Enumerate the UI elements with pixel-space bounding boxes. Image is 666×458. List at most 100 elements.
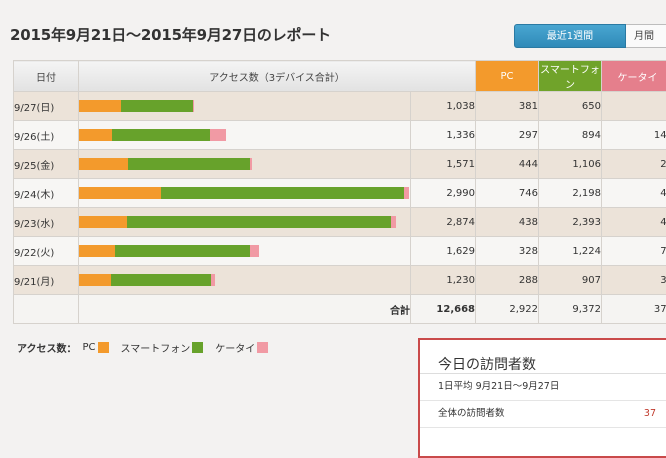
total-keitai: 374 [602, 295, 666, 324]
row-smartphone: 894 [539, 121, 602, 150]
row-keitai: 7 [602, 92, 666, 121]
row-total: 2,874 [411, 208, 476, 237]
legend-keitai-swatch [257, 342, 268, 353]
row-smartphone: 1,224 [539, 237, 602, 266]
bar-segment-keitai [250, 245, 258, 257]
row-keitai: 46 [602, 179, 666, 208]
row-date: 9/23(水) [14, 208, 79, 237]
row-pc: 297 [476, 121, 539, 150]
row-keitai: 145 [602, 121, 666, 150]
row-smartphone: 1,106 [539, 150, 602, 179]
bar-segment-pc [79, 100, 121, 112]
today-visitors-panel: 今日の訪問者数 1日平均 9月21日〜9月27日 全体の訪問者数 37 [418, 338, 666, 458]
access-report-table: 日付 アクセス数（3デバイス合計） PC スマートフォン ケータイ 9/27(日… [13, 60, 666, 324]
row-smartphone: 2,393 [539, 208, 602, 237]
stacked-bar [79, 158, 410, 170]
tab-last-week[interactable]: 最近1週間 [514, 24, 626, 48]
row-date: 9/27(日) [14, 92, 79, 121]
legend-item-pc-label: PC [83, 342, 96, 353]
bar-segment-keitai [211, 274, 215, 286]
row-smartphone: 650 [539, 92, 602, 121]
table-header-row: 日付 アクセス数（3デバイス合計） PC スマートフォン ケータイ [14, 61, 666, 92]
chart-legend: アクセス数： PC スマートフォン ケータイ [17, 340, 280, 355]
report-title: 2015年9月21日〜2015年9月27日のレポート [10, 24, 331, 45]
visitors-all-value: 37 [644, 401, 656, 427]
row-bar-cell [79, 208, 411, 237]
col-header-access-total: アクセス数（3デバイス合計） [79, 61, 476, 92]
table-row: 9/27(日) 1,0383816507 [14, 92, 666, 121]
row-bar-cell [79, 121, 411, 150]
row-date: 9/21(月) [14, 266, 79, 295]
stacked-bar [79, 274, 410, 286]
row-pc: 746 [476, 179, 539, 208]
row-pc: 381 [476, 92, 539, 121]
bar-segment-keitai [404, 187, 409, 199]
row-pc: 328 [476, 237, 539, 266]
row-keitai: 21 [602, 150, 666, 179]
row-total: 2,990 [411, 179, 476, 208]
bar-segment-pc [79, 274, 111, 286]
total-blank [14, 295, 79, 324]
legend-item-smartphone-label: スマートフォン [121, 340, 191, 355]
total-smartphone: 9,372 [539, 295, 602, 324]
visitors-title: 今日の訪問者数 [420, 340, 666, 374]
row-smartphone: 907 [539, 266, 602, 295]
col-header-pc: PC [476, 61, 539, 92]
bar-segment-pc [79, 158, 128, 170]
row-total: 1,629 [411, 237, 476, 266]
row-total: 1,336 [411, 121, 476, 150]
bar-segment-pc [79, 187, 161, 199]
stacked-bar [79, 129, 410, 141]
row-bar-cell [79, 150, 411, 179]
period-tabs: 最近1週間 月間 [514, 24, 666, 48]
bar-segment-smartphone [112, 129, 211, 141]
visitors-all-label: 全体の訪問者数 [438, 408, 505, 419]
row-smartphone: 2,198 [539, 179, 602, 208]
bar-segment-smartphone [161, 187, 404, 199]
row-total: 1,038 [411, 92, 476, 121]
visitors-all-row: 全体の訪問者数 37 [420, 401, 666, 428]
row-date: 9/22(火) [14, 237, 79, 266]
bar-segment-smartphone [111, 274, 211, 286]
col-header-smartphone: スマートフォン [539, 61, 602, 92]
bar-segment-smartphone [128, 158, 250, 170]
row-bar-cell [79, 237, 411, 266]
row-bar-cell [79, 266, 411, 295]
table-row: 9/26(土) 1,336297894145 [14, 121, 666, 150]
bar-segment-pc [79, 129, 112, 141]
row-date: 9/26(土) [14, 121, 79, 150]
bar-segment-pc [79, 245, 115, 257]
bar-segment-keitai [210, 129, 226, 141]
visitors-daily-average-row: 1日平均 9月21日〜9月27日 [420, 374, 666, 401]
stacked-bar [79, 245, 410, 257]
bar-segment-keitai [193, 100, 194, 112]
row-total: 1,571 [411, 150, 476, 179]
row-pc: 438 [476, 208, 539, 237]
bar-segment-smartphone [121, 100, 193, 112]
legend-item-keitai-label: ケータイ [215, 340, 255, 355]
legend-smartphone-swatch [192, 342, 203, 353]
visitors-avg-label: 1日平均 9月21日〜9月27日 [438, 381, 559, 392]
row-total: 1,230 [411, 266, 476, 295]
row-bar-cell [79, 92, 411, 121]
table-row: 9/21(月)1,23028890735 [14, 266, 666, 295]
bar-segment-keitai [250, 158, 252, 170]
stacked-bar [79, 100, 410, 112]
row-pc: 444 [476, 150, 539, 179]
bar-segment-pc [79, 216, 127, 228]
row-keitai: 43 [602, 208, 666, 237]
row-bar-cell [79, 179, 411, 208]
bar-segment-smartphone [127, 216, 391, 228]
row-date: 9/25(金) [14, 150, 79, 179]
row-pc: 288 [476, 266, 539, 295]
legend-pc-swatch [98, 342, 109, 353]
tab-monthly[interactable]: 月間 [626, 24, 666, 48]
legend-label: アクセス数： [17, 340, 77, 355]
col-header-date: 日付 [14, 61, 79, 92]
stacked-bar [79, 216, 410, 228]
total-pc: 2,922 [476, 295, 539, 324]
total-label: 合計 [79, 295, 411, 324]
